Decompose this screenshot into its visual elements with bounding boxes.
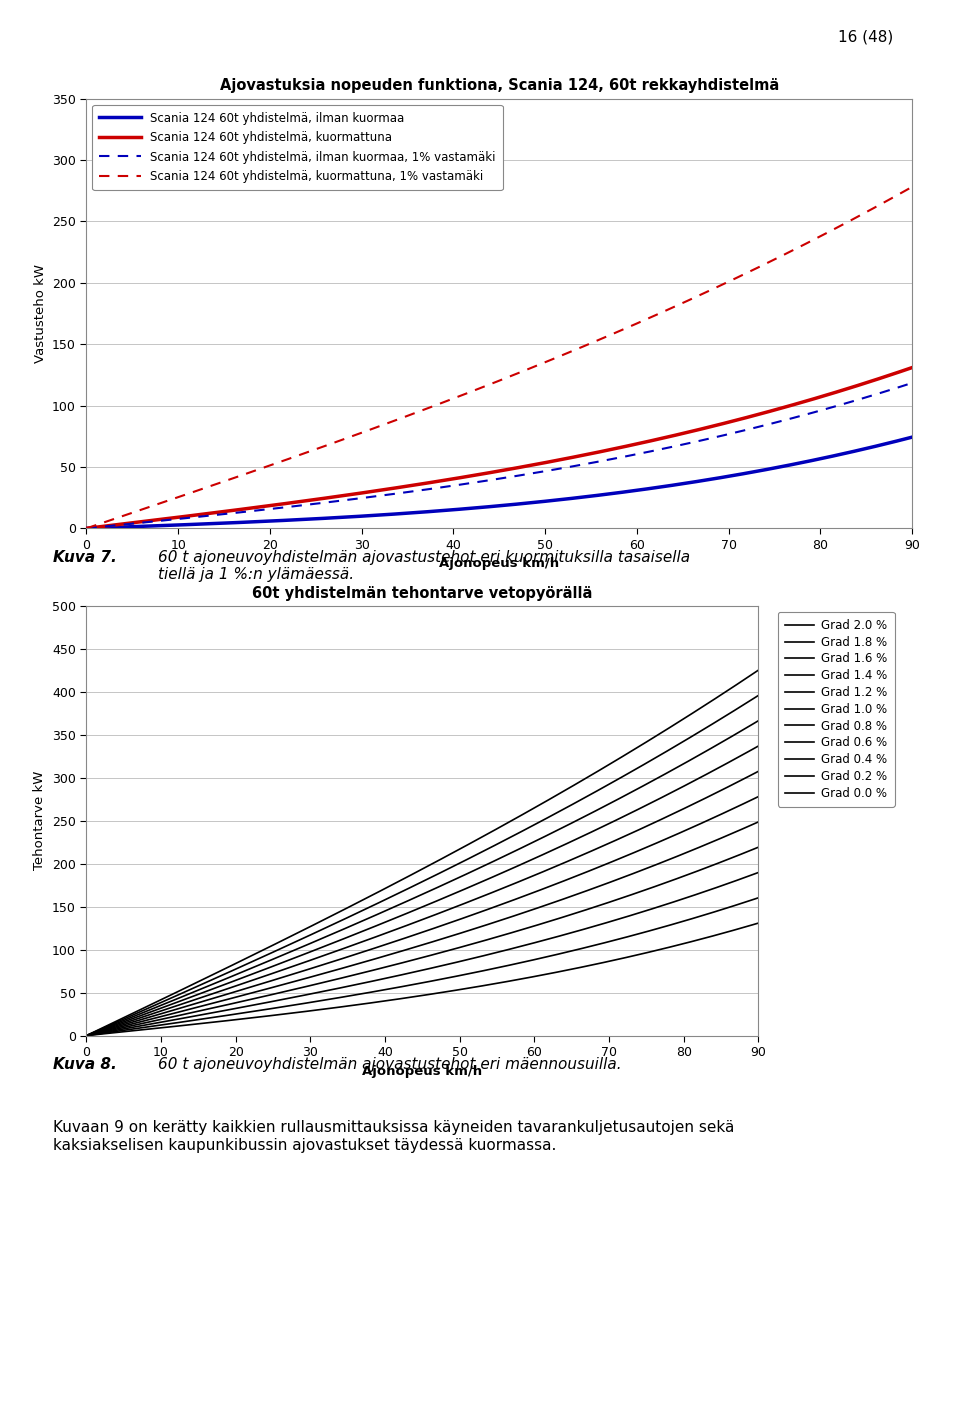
Text: 60 t ajoneuvoyhdistelmän ajovastustehot eri kuormituksilla tasaisella
tiellä ja : 60 t ajoneuvoyhdistelmän ajovastustehot … (158, 550, 690, 582)
X-axis label: Ajonopeus km/h: Ajonopeus km/h (439, 558, 560, 571)
Title: Ajovastuksia nopeuden funktiona, Scania 124, 60t rekkayhdistelmä: Ajovastuksia nopeuden funktiona, Scania … (220, 79, 779, 93)
Title: 60t yhdistelmän tehontarve vetopyörällä: 60t yhdistelmän tehontarve vetopyörällä (252, 586, 592, 600)
Text: Kuvaan 9 on kerätty kaikkien rullausmittauksissa käyneiden tavarankuljetusautoje: Kuvaan 9 on kerätty kaikkien rullausmitt… (53, 1120, 734, 1153)
X-axis label: Ajonopeus km/h: Ajonopeus km/h (362, 1065, 483, 1078)
Text: 16 (48): 16 (48) (837, 30, 893, 45)
Y-axis label: Tehontarve kW: Tehontarve kW (34, 771, 46, 871)
Legend: Grad 2.0 %, Grad 1.8 %, Grad 1.6 %, Grad 1.4 %, Grad 1.2 %, Grad 1.0 %, Grad 0.8: Grad 2.0 %, Grad 1.8 %, Grad 1.6 %, Grad… (778, 612, 895, 807)
Text: Kuva 7.: Kuva 7. (53, 550, 116, 565)
Text: 60 t ajoneuvoyhdistelmän ajovastustehot eri mäennousuilla.: 60 t ajoneuvoyhdistelmän ajovastustehot … (158, 1057, 622, 1072)
Legend: Scania 124 60t yhdistelmä, ilman kuormaa, Scania 124 60t yhdistelmä, kuormattuna: Scania 124 60t yhdistelmä, ilman kuormaa… (92, 104, 503, 190)
Y-axis label: Vastusteho kW: Vastusteho kW (34, 263, 46, 364)
Text: Kuva 8.: Kuva 8. (53, 1057, 116, 1072)
